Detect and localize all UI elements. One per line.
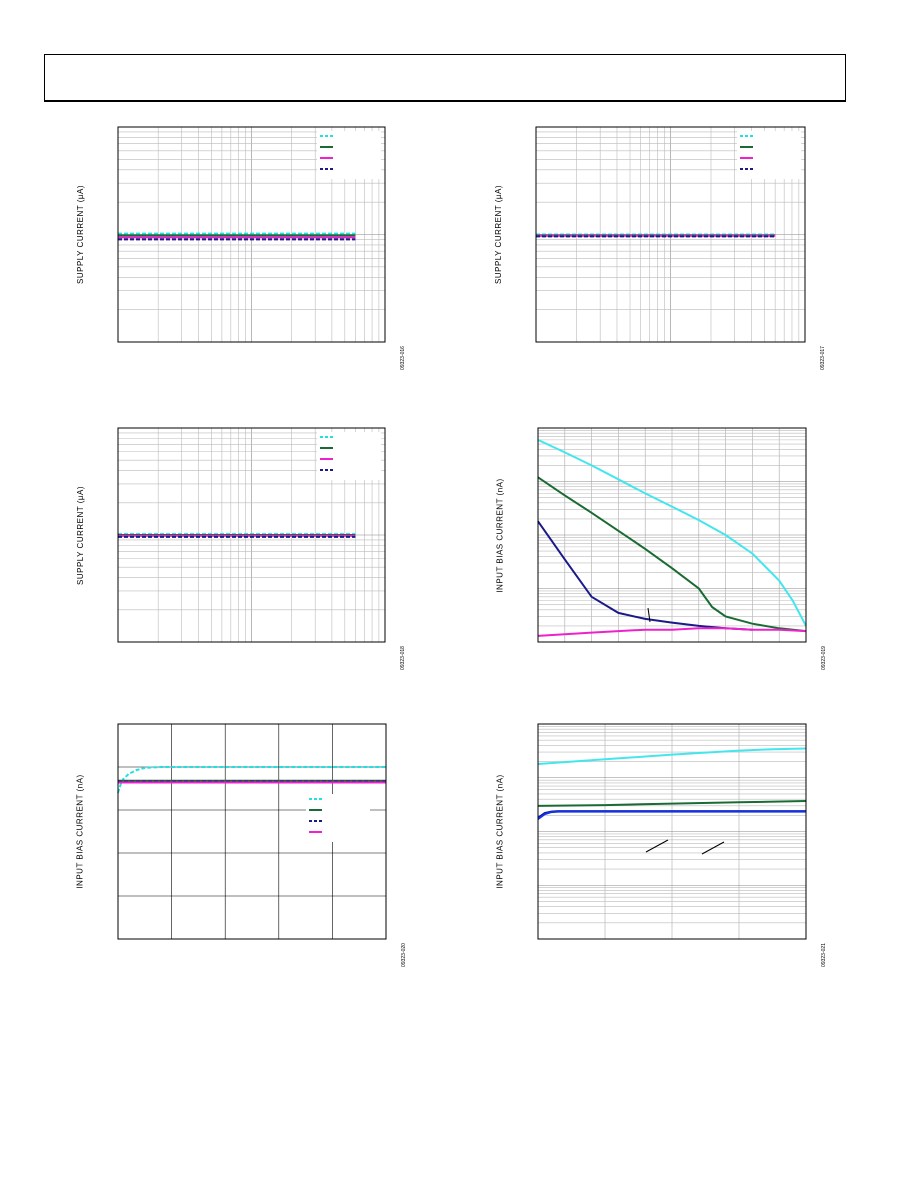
annotation-arrow	[701, 841, 725, 855]
chart-4	[537, 427, 807, 643]
legend	[317, 131, 381, 179]
figure-id: 09323-017	[819, 346, 826, 370]
chart-1	[117, 126, 386, 343]
series-line-4	[537, 810, 806, 820]
chart-6	[537, 723, 807, 940]
figure-id: 09323-020	[400, 943, 407, 967]
y-axis-label: SUPPLY CURRENT (µA)	[75, 184, 85, 285]
grid	[538, 428, 806, 643]
figure-id: 09323-021	[820, 943, 827, 967]
y-axis-label: INPUT BIAS CURRENT (nA)	[495, 477, 505, 593]
y-axis-label: INPUT BIAS CURRENT (nA)	[75, 774, 85, 889]
series-line-4	[537, 627, 807, 637]
figure-id: 09323-019	[820, 646, 827, 670]
annotation-arrow	[647, 607, 651, 623]
chart-2	[535, 126, 806, 343]
chart-5	[117, 723, 387, 940]
plot-frame	[537, 723, 807, 940]
plot-frame	[535, 126, 806, 343]
page-header-box	[44, 54, 846, 102]
y-axis-label: SUPPLY CURRENT (µA)	[75, 485, 85, 585]
plot-frame	[117, 126, 386, 343]
plot-frame	[537, 427, 807, 643]
plot-frame	[117, 723, 387, 940]
legend	[317, 432, 381, 480]
y-axis-label: INPUT BIAS CURRENT (nA)	[495, 774, 505, 889]
series-line-2	[537, 476, 807, 633]
figure-id: 09323-016	[399, 346, 406, 370]
series-line-1	[117, 766, 386, 794]
figure-id: 09323-018	[399, 646, 406, 670]
chart-3	[117, 427, 386, 643]
annotation-arrow	[645, 839, 669, 853]
plot-frame	[117, 427, 386, 643]
legend	[306, 794, 370, 842]
series-line-2	[537, 800, 807, 807]
grid	[538, 724, 806, 940]
legend	[737, 131, 801, 179]
series-line-1	[537, 747, 807, 765]
y-axis-label: SUPPLY CURRENT (µA)	[493, 184, 503, 285]
series-line-1	[537, 438, 807, 627]
